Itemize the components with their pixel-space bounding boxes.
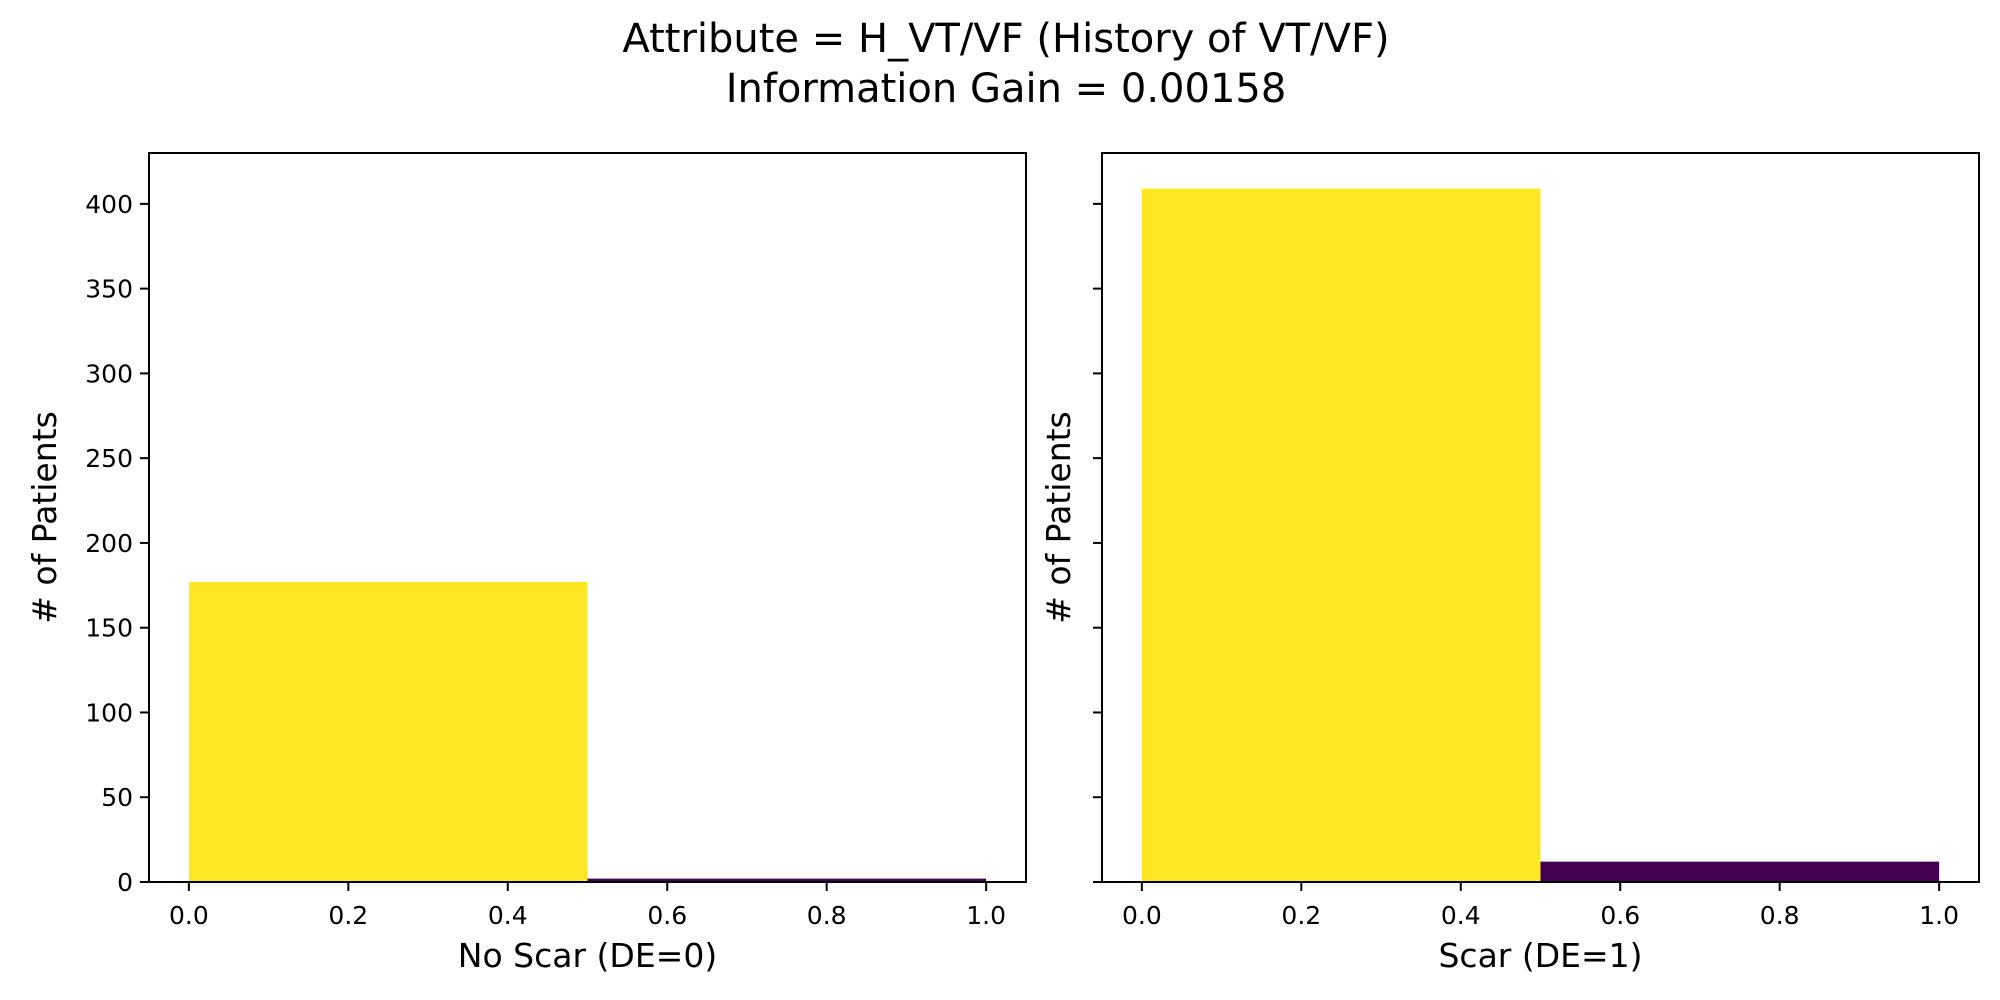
x-tick-label: 1.0 (1919, 901, 1959, 930)
y-axis-label: # of Patients (25, 411, 64, 624)
x-tick-label: 0.2 (328, 901, 368, 930)
y-tick-label: 0 (117, 868, 133, 897)
x-tick-label: 0.4 (1441, 901, 1481, 930)
x-tick-label: 0.0 (169, 901, 209, 930)
subplot-no-scar: 0.0 0.2 0.4 0.6 0.8 1.0 0 50 100 150 200 250 300 350 4… (25, 152, 1027, 975)
y-tick-label: 50 (101, 783, 133, 812)
y-tick-label: 300 (85, 359, 133, 388)
x-tick-label: 0.0 (1122, 901, 1162, 930)
histogram-bar (188, 581, 588, 882)
y-tick-label: 200 (85, 529, 133, 558)
histogram-bar (587, 878, 987, 882)
chart-title-line1: Attribute = H_VT/VF (History of VT/VF) (622, 16, 1389, 62)
histogram-bar (1540, 861, 1940, 882)
y-tick-label: 150 (85, 614, 133, 643)
x-axis-label: No Scar (DE=0) (458, 936, 717, 975)
histogram-bar (1141, 188, 1541, 883)
x-tick-label: 0.4 (488, 901, 528, 930)
subplot-scar: 0.0 0.2 0.4 0.6 0.8 1.0 Scar (DE=1) # of Patien… (1039, 152, 1980, 975)
x-tick-label: 0.6 (1600, 901, 1640, 930)
x-tick-label: 0.2 (1281, 901, 1321, 930)
axes-frame (148, 152, 1027, 883)
x-axis-label: Scar (DE=1) (1438, 936, 1642, 975)
y-axis-label: # of Patients (1039, 411, 1078, 624)
y-tick-label: 100 (85, 698, 133, 727)
x-tick-label: 0.8 (807, 901, 847, 930)
chart-title-line2: Information Gain = 0.00158 (726, 66, 1287, 112)
y-tick-label: 350 (85, 275, 133, 304)
y-tick-label: 250 (85, 444, 133, 473)
y-tick-label: 400 (85, 190, 133, 219)
axes-frame (1101, 152, 1980, 883)
x-tick-label: 0.6 (647, 901, 687, 930)
x-tick-label: 0.8 (1760, 901, 1800, 930)
x-tick-label: 1.0 (966, 901, 1006, 930)
